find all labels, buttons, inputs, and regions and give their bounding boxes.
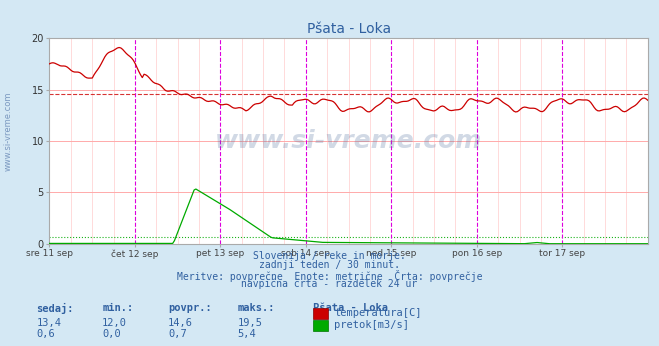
Title: Pšata - Loka: Pšata - Loka bbox=[306, 21, 391, 36]
Text: 19,5: 19,5 bbox=[237, 318, 262, 328]
Text: temperatura[C]: temperatura[C] bbox=[334, 309, 422, 318]
Text: zadnji teden / 30 minut.: zadnji teden / 30 minut. bbox=[259, 260, 400, 270]
Text: sedaj:: sedaj: bbox=[36, 303, 74, 314]
Text: Slovenija / reke in morje.: Slovenija / reke in morje. bbox=[253, 251, 406, 261]
Text: 14,6: 14,6 bbox=[168, 318, 193, 328]
Text: 0,6: 0,6 bbox=[36, 329, 55, 339]
Text: Meritve: povprečne  Enote: metrične  Črta: povprečje: Meritve: povprečne Enote: metrične Črta:… bbox=[177, 270, 482, 282]
Text: 5,4: 5,4 bbox=[237, 329, 256, 339]
Text: 0,0: 0,0 bbox=[102, 329, 121, 339]
Text: www.si-vreme.com: www.si-vreme.com bbox=[4, 92, 13, 171]
Text: min.:: min.: bbox=[102, 303, 133, 313]
Text: 13,4: 13,4 bbox=[36, 318, 61, 328]
Text: navpična črta - razdelek 24 ur: navpična črta - razdelek 24 ur bbox=[241, 279, 418, 289]
Text: pretok[m3/s]: pretok[m3/s] bbox=[334, 320, 409, 330]
Text: povpr.:: povpr.: bbox=[168, 303, 212, 313]
Text: 0,7: 0,7 bbox=[168, 329, 186, 339]
Text: www.si-vreme.com: www.si-vreme.com bbox=[215, 129, 482, 153]
Text: 12,0: 12,0 bbox=[102, 318, 127, 328]
Text: Pšata - Loka: Pšata - Loka bbox=[313, 303, 388, 313]
Text: maks.:: maks.: bbox=[237, 303, 275, 313]
